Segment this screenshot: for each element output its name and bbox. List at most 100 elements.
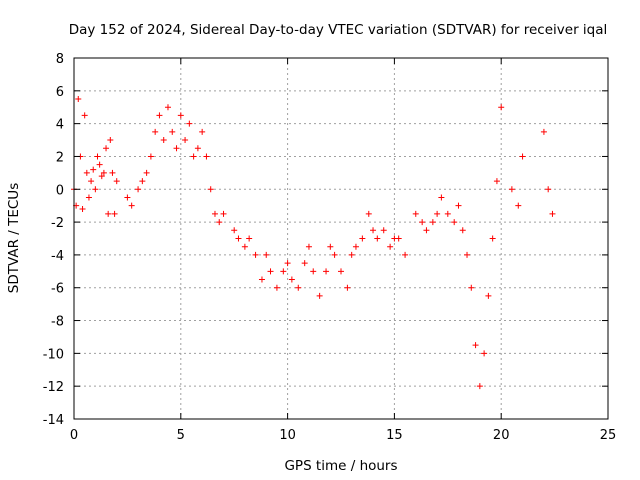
data-point [438, 194, 445, 201]
data-point [288, 276, 295, 283]
data-point [107, 137, 114, 144]
data-point [105, 210, 112, 217]
data-point [468, 284, 475, 291]
data-point [169, 128, 176, 135]
data-point [111, 210, 118, 217]
data-point [186, 120, 193, 127]
data-point [323, 268, 330, 275]
data-point [280, 268, 287, 275]
data-point [85, 194, 92, 201]
data-point [92, 186, 99, 193]
data-point [88, 178, 95, 185]
data-point [338, 268, 344, 275]
data-point [152, 128, 159, 135]
data-point [459, 227, 466, 234]
data-point [124, 194, 131, 201]
data-point [365, 210, 372, 217]
data-point [352, 243, 359, 250]
data-point [295, 284, 302, 291]
data-point [545, 186, 552, 193]
data-point [235, 235, 242, 242]
data-point [199, 128, 206, 135]
data-point [190, 153, 197, 160]
x-axis-ticks: 0 5 10 15 20 25 [70, 58, 616, 443]
data-point [81, 112, 88, 119]
data-point [485, 292, 492, 299]
data-point [147, 153, 154, 160]
data-point [139, 178, 146, 185]
data-point [374, 235, 381, 242]
data-point [508, 186, 515, 193]
data-points [71, 96, 556, 390]
data-point [412, 210, 419, 217]
data-point [344, 284, 351, 291]
data-point [549, 210, 556, 217]
data-point [481, 350, 488, 357]
y-tick-label: -6 [51, 282, 64, 297]
data-point [305, 243, 312, 250]
x-axis-label: GPS time / hours [284, 458, 397, 474]
data-point [310, 268, 317, 275]
data-point [515, 202, 522, 209]
chart-title: Day 152 of 2024, Sidereal Day-to-day VTE… [69, 22, 608, 38]
data-point [94, 153, 101, 160]
data-point [476, 383, 483, 390]
data-point [423, 227, 430, 234]
data-point [241, 243, 248, 250]
data-point [370, 227, 377, 234]
data-point [156, 112, 163, 119]
data-point [402, 251, 409, 258]
x-tick-label: 25 [600, 428, 617, 443]
data-point [173, 145, 180, 152]
grid-lines [74, 58, 608, 419]
y-tick-label: 0 [56, 183, 64, 198]
y-tick-label: 6 [56, 85, 64, 100]
data-point [489, 235, 496, 242]
y-tick-label: 2 [56, 150, 64, 165]
data-point [301, 260, 308, 267]
data-point [207, 186, 214, 193]
data-point [135, 186, 142, 193]
data-point [177, 112, 184, 119]
data-point [103, 145, 110, 152]
data-point [359, 235, 366, 242]
data-point [267, 268, 274, 275]
data-point [327, 243, 334, 250]
x-tick-label: 20 [493, 428, 510, 443]
data-point [79, 205, 86, 212]
data-point [203, 153, 210, 160]
data-point [100, 169, 107, 176]
data-point [113, 178, 120, 185]
data-point [429, 219, 436, 226]
data-point [498, 104, 505, 111]
plot-area-frame [73, 57, 609, 420]
data-point [348, 251, 355, 258]
data-point [380, 227, 387, 234]
data-point [455, 202, 462, 209]
data-point [451, 219, 458, 226]
data-point [316, 292, 323, 299]
data-point [220, 210, 227, 217]
data-point [96, 161, 103, 168]
data-point [143, 169, 150, 176]
data-point [434, 210, 441, 217]
data-point [216, 219, 223, 226]
y-tick-label: -10 [43, 347, 64, 362]
y-tick-label: -8 [51, 315, 64, 330]
data-point [331, 251, 338, 258]
data-point [395, 235, 402, 242]
data-point [258, 276, 265, 283]
data-point [493, 178, 500, 185]
data-point [387, 243, 394, 250]
data-point [540, 128, 547, 135]
x-tick-label: 0 [70, 428, 78, 443]
y-tick-label: -4 [51, 249, 64, 264]
data-point [160, 137, 167, 144]
data-point [128, 202, 135, 209]
data-point [444, 210, 451, 217]
data-point [164, 104, 171, 111]
data-point [90, 166, 97, 173]
data-point [182, 137, 189, 144]
y-tick-label: -14 [43, 413, 64, 428]
